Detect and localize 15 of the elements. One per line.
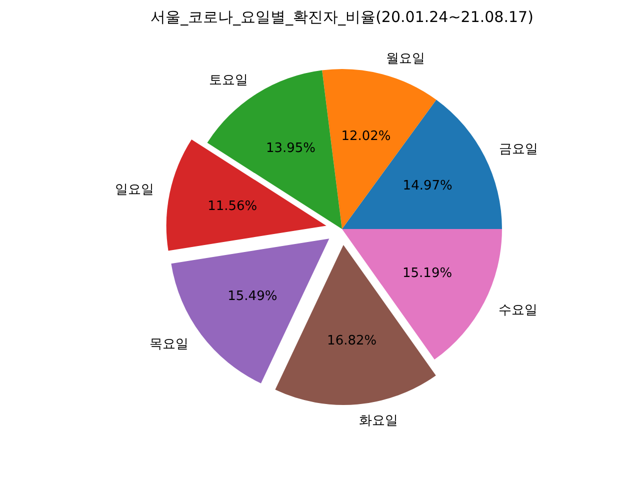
data-label: 12.02% [341, 129, 391, 144]
chart-title: 서울_코로나_요일별_확진자_비율(20.01.24~21.08.17) [150, 8, 534, 26]
slice-label: 월요일 [386, 52, 425, 67]
slice-label: 화요일 [358, 413, 398, 428]
slice-label: 금요일 [498, 142, 538, 158]
data-label: 11.56% [208, 199, 258, 214]
data-label: 13.95% [266, 140, 316, 156]
data-label: 15.19% [402, 266, 452, 282]
data-label: 14.97% [402, 178, 452, 194]
slice-label: 일요일 [115, 182, 154, 198]
slice-label: 토요일 [209, 73, 248, 88]
slice-label: 목요일 [149, 337, 188, 352]
data-label: 16.82% [327, 334, 377, 349]
slice-label: 수요일 [498, 302, 538, 318]
data-label: 15.49% [228, 289, 278, 304]
